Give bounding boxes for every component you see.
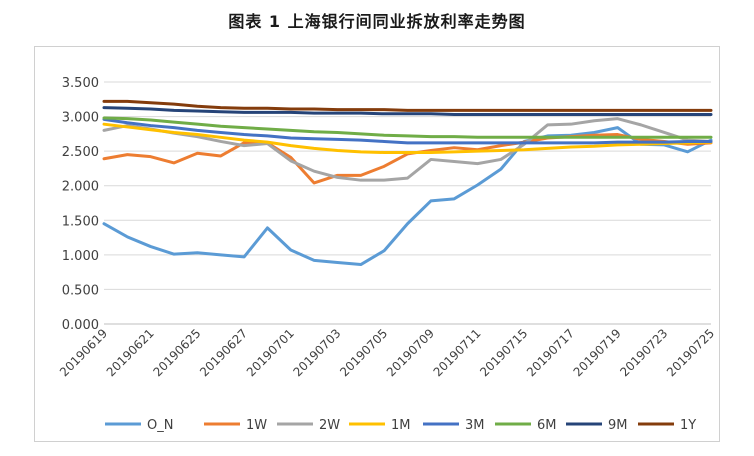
- chart-frame: [34, 46, 720, 442]
- y-tick-label: 2.500: [62, 145, 99, 160]
- chart-title: 图表 1 上海银行间同业拆放利率走势图: [228, 12, 526, 31]
- x-tick-label: 20190709: [384, 326, 437, 379]
- legend: O_N 1W 2W 1M 3M 6M 9M 1Y: [105, 418, 696, 433]
- series-line-9m: [102, 106, 713, 116]
- legend-label: O_N: [147, 418, 173, 433]
- series-line-6m: [102, 116, 713, 139]
- legend-label: 1Y: [680, 418, 696, 433]
- series-line-1m: [102, 122, 713, 155]
- x-tick-label: 20190627: [197, 326, 250, 379]
- x-tick-label: 20190725: [664, 326, 717, 379]
- x-tick-label: 20190621: [104, 326, 157, 379]
- x-tick-label: 20190715: [477, 326, 530, 379]
- legend-label: 2W: [319, 418, 340, 433]
- y-tick-label: 0.500: [62, 283, 99, 298]
- legend-label: 3M: [465, 418, 485, 433]
- x-tick-label: 20190703: [290, 326, 343, 379]
- x-tick-label: 20190701: [244, 326, 297, 379]
- y-tick-label: 0.000: [62, 318, 99, 333]
- x-tick-label: 20190705: [337, 326, 390, 379]
- series-line-3m: [102, 117, 713, 145]
- x-tick-label: 20190719: [571, 326, 624, 379]
- series-line-o_n: [102, 126, 713, 267]
- y-tick-label: 1.000: [62, 249, 99, 264]
- x-tick-label: 20190711: [431, 326, 484, 379]
- y-tick-label: 2.000: [62, 180, 99, 195]
- y-tick-label: 3.000: [62, 111, 99, 126]
- legend-label: 1M: [391, 418, 411, 433]
- legend-label: 9M: [608, 418, 628, 433]
- x-tick-label: 20190625: [150, 326, 203, 379]
- legend-label: 1W: [246, 418, 267, 433]
- legend-label: 6M: [537, 418, 557, 433]
- series-lines: [102, 99, 713, 267]
- x-tick-label: 20190723: [617, 326, 670, 379]
- y-tick-label: 3.500: [62, 76, 99, 91]
- series-line-2w: [102, 117, 713, 182]
- x-tick-label: 20190717: [524, 326, 577, 379]
- y-tick-label: 1.500: [62, 214, 99, 229]
- series-line-1y: [102, 99, 713, 112]
- x-tick-label: 20190619: [57, 326, 110, 379]
